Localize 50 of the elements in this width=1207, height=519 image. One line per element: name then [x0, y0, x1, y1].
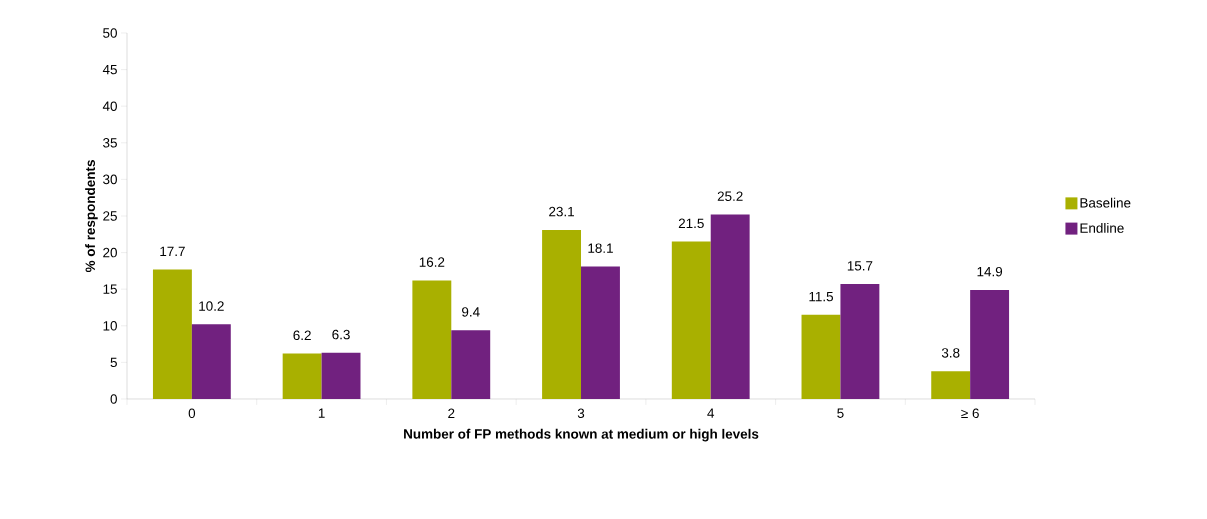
bar [412, 280, 452, 399]
bar [451, 330, 491, 399]
y-tick-label: 40 [102, 101, 117, 111]
x-tick-label: 2 [448, 408, 455, 418]
x-tick-label: 0 [188, 408, 196, 419]
bar [710, 214, 750, 399]
x-tick-label: 3 [577, 408, 585, 419]
data-label: 16.2 [419, 257, 445, 267]
data-label: 25.2 [717, 191, 743, 201]
x-tick-label: ≥ 6 [961, 408, 979, 419]
y-tick-label: 0 [110, 394, 117, 404]
data-label: 3.8 [941, 348, 960, 358]
data-label: 23.1 [549, 206, 574, 217]
bar [152, 269, 192, 399]
bar [970, 289, 1010, 399]
bar [282, 353, 322, 399]
data-label: 9.4 [462, 307, 480, 317]
legend-label: Baseline [1080, 197, 1131, 208]
data-label: 6.2 [293, 330, 311, 341]
bar [321, 352, 361, 399]
bar [801, 314, 841, 399]
bar [840, 284, 880, 399]
data-label: 11.5 [809, 291, 834, 302]
bar [931, 371, 971, 399]
y-tick-label: 5 [110, 357, 117, 368]
bar [671, 241, 711, 399]
data-label: 18.1 [588, 243, 613, 253]
data-label: 21.5 [678, 218, 704, 229]
x-axis-title: Number of FP methods known at medium or high levels [404, 428, 759, 442]
y-tick-label: 35 [103, 138, 117, 148]
data-label: 14.9 [977, 266, 1003, 277]
y-tick-label: 45 [102, 64, 117, 75]
y-tick-label: 25 [103, 211, 117, 221]
y-tick-label: 20 [103, 247, 117, 258]
bar [542, 229, 582, 399]
y-tick-label: 50 [103, 28, 117, 38]
data-label: 15.7 [847, 261, 873, 271]
data-label: 6.3 [332, 329, 350, 340]
x-tick-label: 4 [707, 408, 715, 418]
x-tick-label: 5 [837, 408, 844, 418]
y-tick-label: 15 [103, 284, 117, 294]
bar [581, 266, 620, 399]
y-tick-label: 10 [103, 321, 117, 331]
bar [191, 324, 231, 399]
y-tick-label: 30 [103, 174, 117, 185]
data-label: 17.7 [160, 246, 185, 256]
x-tick-label: 1 [318, 408, 325, 418]
data-label: 10.2 [199, 301, 224, 311]
legend-label: Endline [1080, 222, 1124, 233]
y-axis-title: % of respondents [85, 160, 98, 273]
